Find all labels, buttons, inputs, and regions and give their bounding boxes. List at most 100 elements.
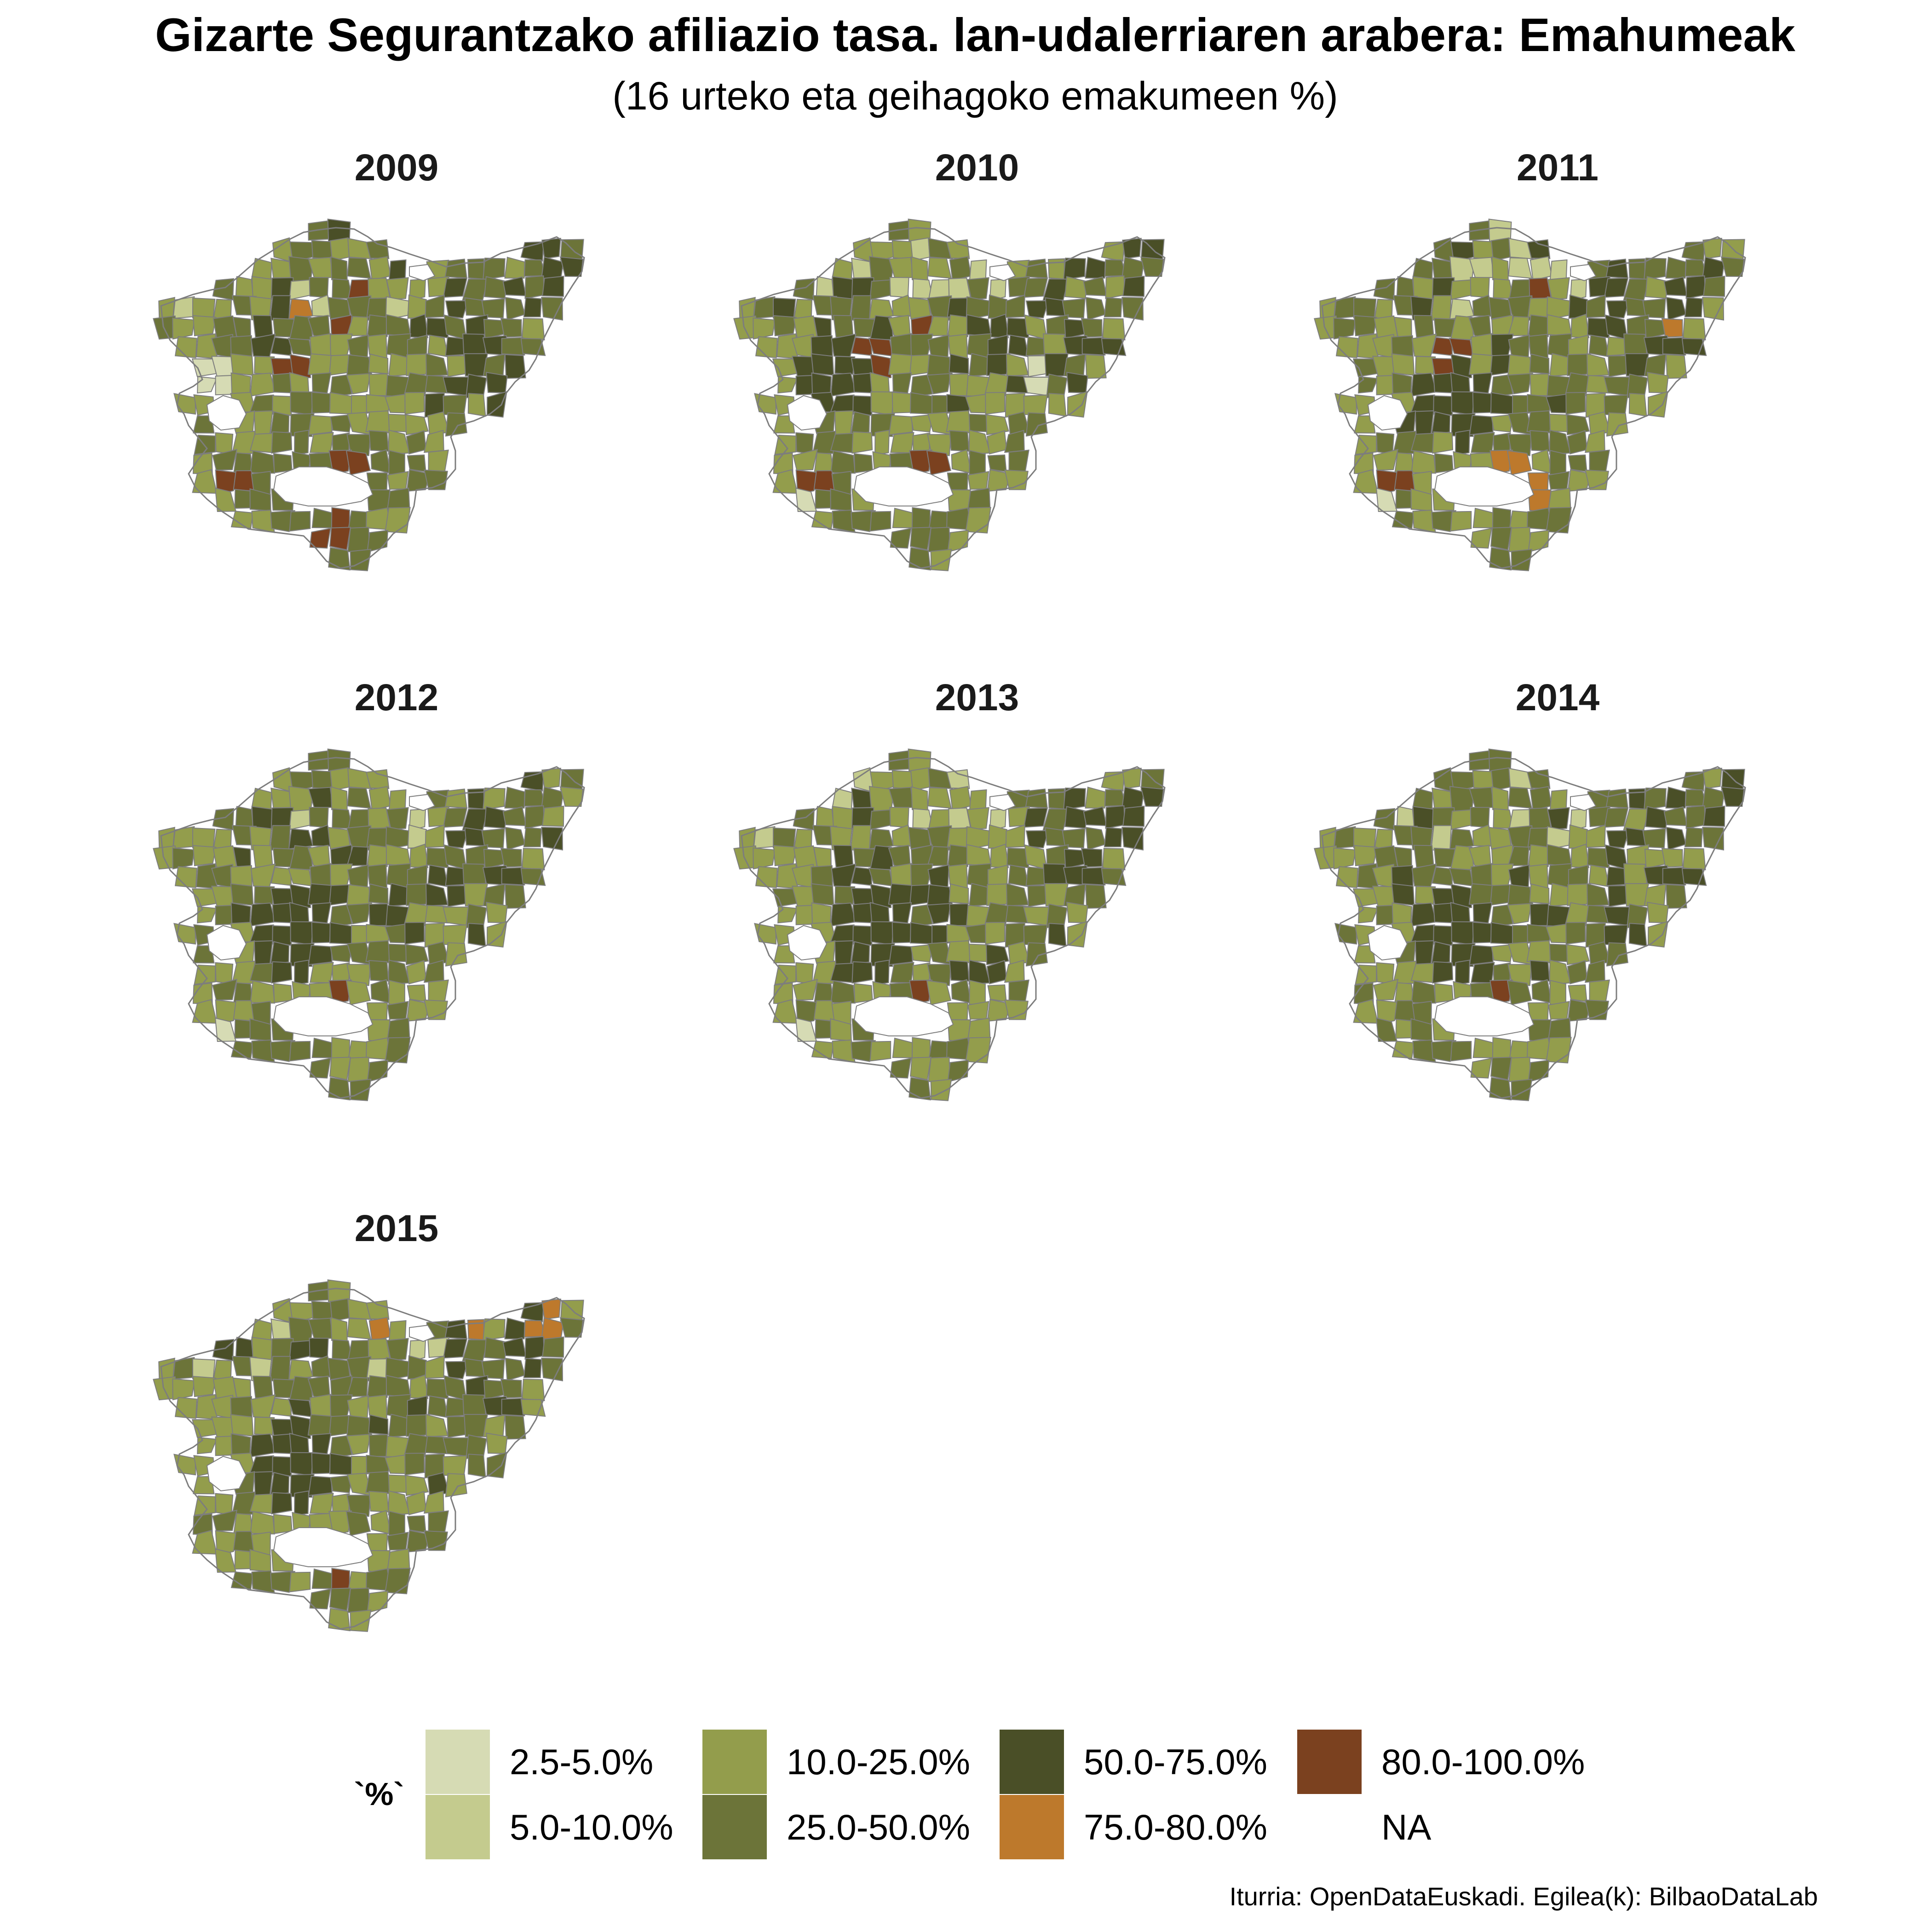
municipality-region xyxy=(445,1473,467,1498)
municipality-region xyxy=(311,921,332,943)
municipality-region xyxy=(870,354,892,379)
municipality-region xyxy=(367,314,390,337)
municipality-region xyxy=(1666,297,1687,321)
municipality-region xyxy=(910,527,932,551)
municipality-region xyxy=(311,507,334,529)
municipality-region xyxy=(1432,961,1454,984)
municipality-region xyxy=(1606,830,1630,849)
municipality-region xyxy=(1373,808,1396,831)
municipality-region xyxy=(870,391,895,416)
municipality-region xyxy=(1645,806,1668,829)
municipality-region xyxy=(524,1336,545,1360)
municipality-region xyxy=(753,317,776,340)
territory-outline xyxy=(741,757,1166,1099)
legend-label-3: 10.0-25.0% xyxy=(787,1742,970,1782)
municipality-region xyxy=(1508,787,1533,809)
municipality-region xyxy=(1391,883,1415,906)
municipality-region xyxy=(1434,983,1454,1003)
municipality-region xyxy=(1491,256,1509,282)
municipality-region xyxy=(388,1320,407,1341)
municipality-region xyxy=(270,1397,292,1417)
municipality-region xyxy=(308,415,333,436)
municipality-region xyxy=(192,827,216,849)
municipality-region xyxy=(1508,527,1531,553)
municipality-region xyxy=(368,277,391,302)
municipality-region xyxy=(294,1490,309,1517)
municipality-region xyxy=(541,767,561,789)
municipality-region xyxy=(1488,748,1512,772)
municipality-region xyxy=(1682,318,1706,340)
municipality-region xyxy=(912,432,931,453)
municipality-region xyxy=(910,392,933,415)
municipality-region xyxy=(345,450,371,476)
municipality-region xyxy=(1449,868,1474,887)
municipality-region xyxy=(909,979,933,1005)
legend-label-8: NA xyxy=(1381,1807,1432,1847)
municipality-region xyxy=(1062,828,1086,849)
municipality-region xyxy=(947,529,969,553)
municipality-region xyxy=(484,806,507,829)
municipality-region xyxy=(172,1378,195,1401)
map-2010 xyxy=(733,218,1166,571)
municipality-region xyxy=(289,1041,311,1062)
municipality-region xyxy=(753,847,776,870)
municipality-region xyxy=(910,904,933,928)
municipality-region xyxy=(1472,372,1493,394)
municipality-region xyxy=(1006,883,1029,907)
municipality-region xyxy=(1606,300,1630,319)
municipality-region xyxy=(484,276,507,299)
municipality-region xyxy=(1604,906,1630,926)
municipality-region xyxy=(346,373,371,395)
panel-title-2012: 2012 xyxy=(354,677,439,719)
municipality-region xyxy=(1530,430,1550,452)
municipality-region xyxy=(307,1414,333,1437)
municipality-region xyxy=(928,237,954,259)
municipality-region xyxy=(252,315,273,338)
municipality-region xyxy=(288,1398,313,1418)
municipality-region xyxy=(423,1490,444,1514)
municipality-region xyxy=(288,338,313,357)
municipality-region xyxy=(192,1376,217,1397)
municipality-region xyxy=(467,393,486,417)
municipality-region xyxy=(350,1610,372,1632)
legend-swatch-5 xyxy=(1000,1730,1064,1794)
municipality-region xyxy=(1455,430,1470,456)
municipality-region xyxy=(235,276,254,299)
municipality-region xyxy=(486,902,508,923)
municipality-region xyxy=(911,507,931,530)
municipality-region xyxy=(793,448,818,471)
municipality-region xyxy=(308,1476,333,1496)
municipality-region xyxy=(426,883,448,907)
municipality-region xyxy=(370,449,391,474)
municipality-region xyxy=(1588,334,1610,357)
municipality-region xyxy=(1529,277,1552,302)
municipality-region xyxy=(426,1414,448,1438)
municipality-region xyxy=(541,1357,564,1381)
municipality-region xyxy=(1048,923,1067,947)
municipality-region xyxy=(1025,942,1048,967)
municipality-region xyxy=(1048,393,1067,417)
municipality-region xyxy=(273,983,293,1003)
municipality-region xyxy=(1665,884,1687,909)
municipality-region xyxy=(1411,450,1436,474)
municipality-region xyxy=(253,1471,273,1497)
municipality-region xyxy=(559,1317,584,1338)
municipality-region xyxy=(1490,1057,1512,1081)
municipality-region xyxy=(1665,354,1687,379)
municipality-region xyxy=(481,1359,505,1380)
municipality-region xyxy=(969,883,990,907)
municipality-region xyxy=(386,807,409,830)
municipality-region xyxy=(1063,788,1086,811)
municipality-region xyxy=(909,449,933,475)
municipality-region xyxy=(386,1394,411,1419)
municipality-region xyxy=(1023,807,1048,828)
legend-swatch-6 xyxy=(1000,1795,1064,1859)
na-area xyxy=(409,794,436,811)
municipality-region xyxy=(795,469,818,495)
municipality-region xyxy=(1604,376,1630,397)
municipality-region xyxy=(215,999,237,1025)
municipality-region xyxy=(908,748,932,772)
municipality-region xyxy=(388,259,407,281)
municipality-region xyxy=(445,300,469,319)
municipality-region xyxy=(345,980,371,1006)
